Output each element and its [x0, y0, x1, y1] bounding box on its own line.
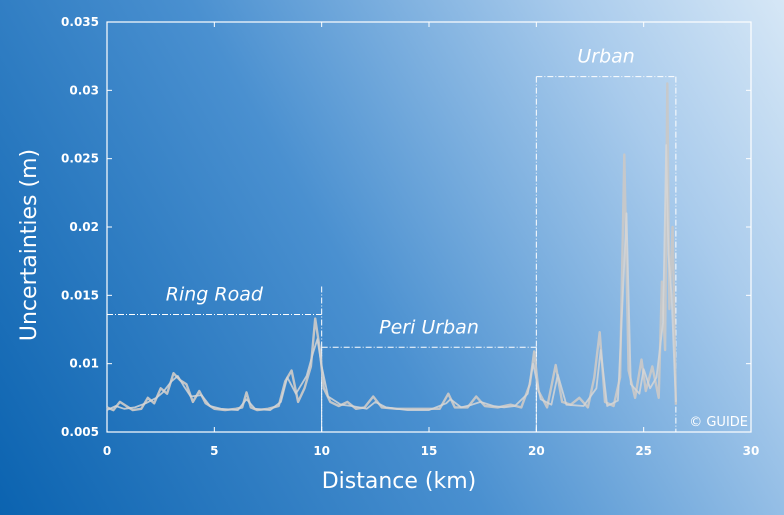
x-tick-label: 0 [103, 444, 111, 458]
uncertainty-series-line-2 [106, 144, 677, 411]
region-label: Peri Urban [379, 316, 479, 338]
series-layer [106, 82, 678, 412]
x-tick-label: 10 [313, 444, 330, 458]
y-axis-title: Uncertainties (m) [17, 149, 42, 341]
x-tick-label: 5 [210, 444, 218, 458]
y-tick-label: 0.03 [69, 83, 99, 97]
regions-layer: Ring Road Peri Urban Urban [107, 46, 677, 432]
y-tick-label: 0.025 [61, 152, 99, 166]
region-label: Urban [577, 46, 634, 68]
y-tick-label: 0.005 [61, 425, 99, 439]
y-tick-label: 0.035 [61, 15, 99, 29]
x-tick-label: 15 [421, 444, 438, 458]
x-tick-label: 25 [635, 444, 652, 458]
y-tick-label: 0.015 [61, 288, 99, 302]
copyright-watermark: © GUIDE [689, 415, 748, 430]
ticks-layer: 0 5 10 15 20 25 30 0.005 0.01 0.015 0.02 0.025 0.03 0… [61, 15, 759, 458]
y-tick-label: 0.01 [69, 357, 99, 371]
region-label: Ring Road [166, 283, 264, 305]
plot-frame [106, 21, 752, 433]
x-axis-title: Distance (km) [322, 469, 477, 494]
y-tick-label: 0.02 [69, 220, 99, 234]
x-tick-label: 20 [528, 444, 545, 458]
x-tick-label: 30 [743, 444, 760, 458]
uncertainty-series-line-1 [106, 82, 678, 412]
